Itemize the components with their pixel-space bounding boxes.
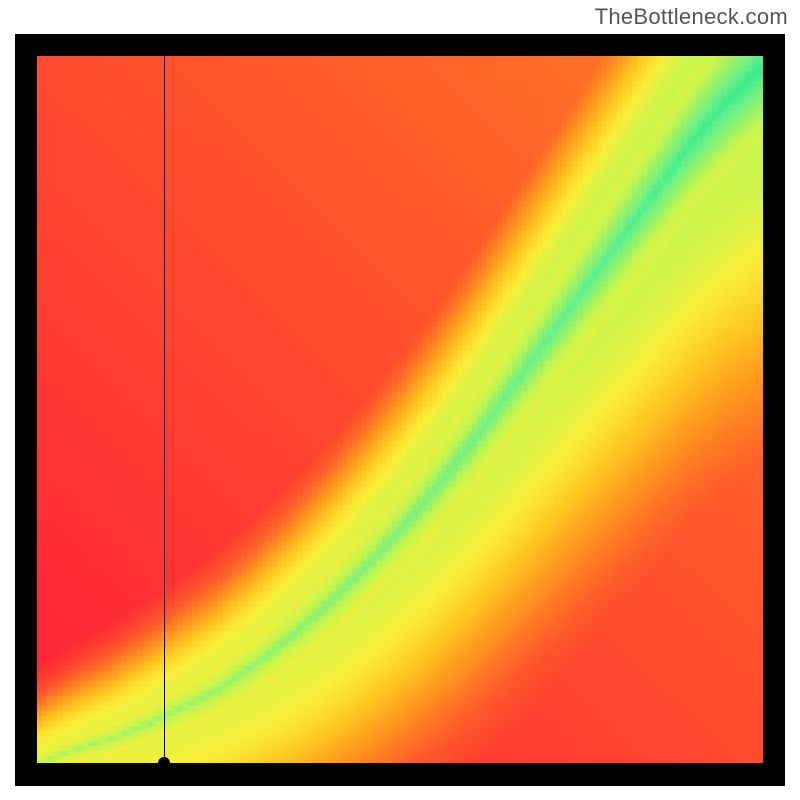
watermark-text: TheBottleneck.com bbox=[595, 4, 788, 30]
data-point-marker bbox=[158, 757, 170, 764]
stage: TheBottleneck.com bbox=[0, 0, 800, 800]
heatmap-plot bbox=[37, 56, 763, 764]
heatmap-canvas bbox=[37, 56, 763, 764]
crosshair-horizontal bbox=[37, 763, 763, 764]
crosshair-vertical bbox=[164, 56, 165, 764]
